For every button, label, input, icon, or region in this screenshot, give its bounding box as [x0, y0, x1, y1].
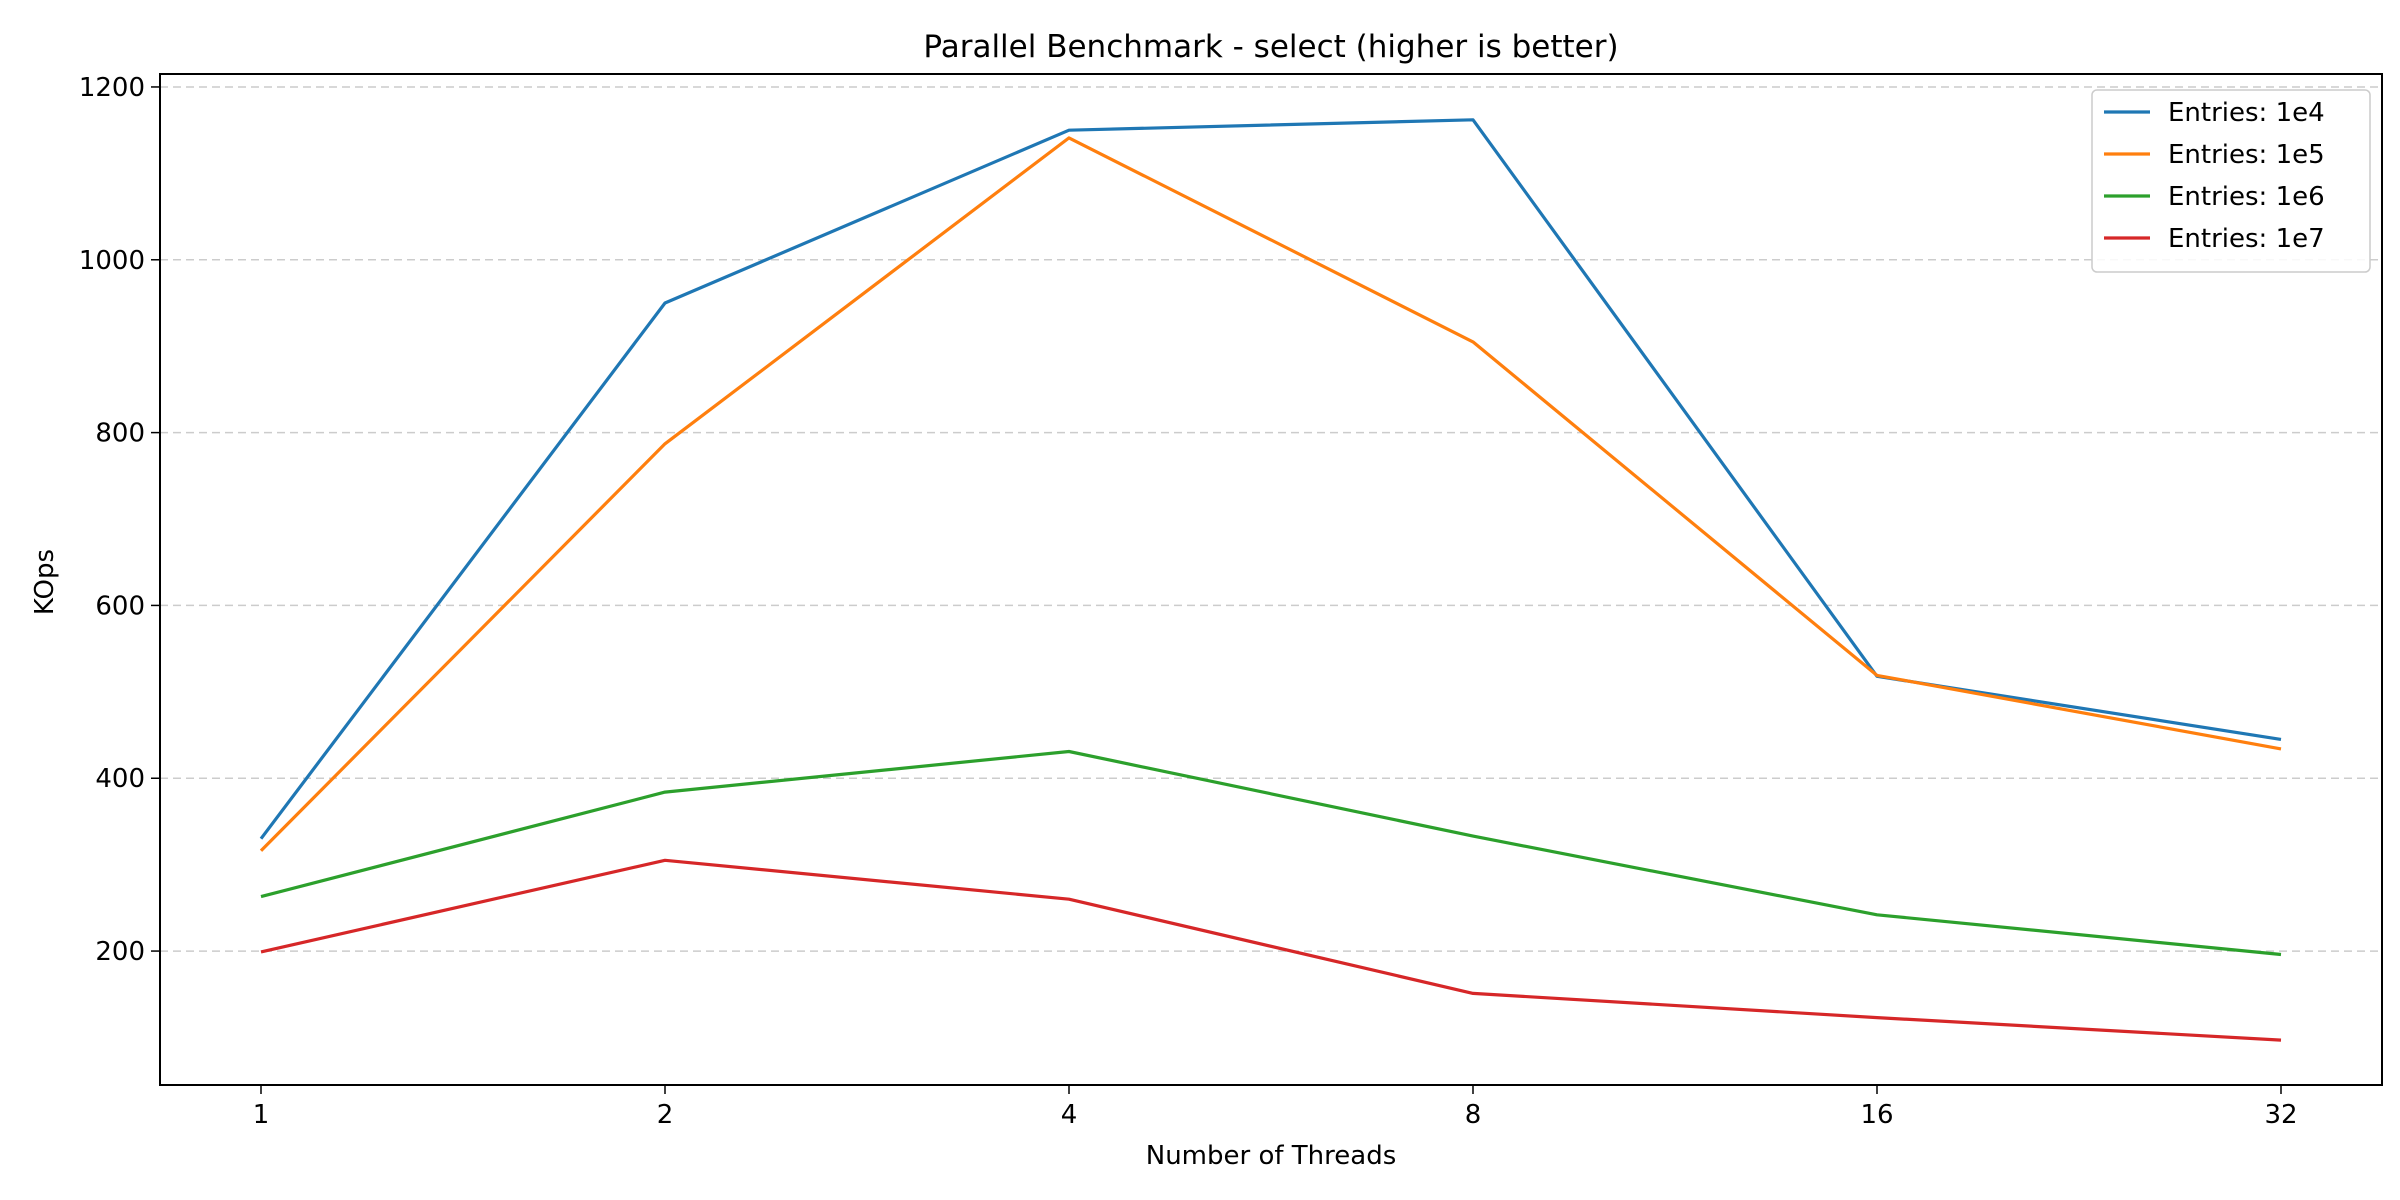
y-tick-label: 1000 — [79, 246, 145, 276]
y-axis: 200 400 600 800 1000 1200 — [79, 73, 160, 967]
legend-label: Entries: 1e4 — [2168, 98, 2325, 128]
y-tick-label: 800 — [95, 419, 145, 449]
x-tick-label: 8 — [1465, 1100, 1482, 1130]
grid-lines — [160, 86, 2382, 952]
x-tick-label: 2 — [657, 1100, 674, 1130]
x-axis: 1 2 4 8 16 32 — [253, 1085, 2298, 1130]
y-tick-label: 200 — [95, 937, 145, 967]
y-axis-label: KOps — [30, 549, 60, 615]
legend-label: Entries: 1e6 — [2168, 182, 2325, 212]
y-tick-label: 400 — [95, 764, 145, 794]
x-tick-label: 4 — [1061, 1100, 1078, 1130]
legend-box — [2091, 89, 2371, 273]
legend: Entries: 1e4 Entries: 1e5 Entries: 1e6 Entr… — [2091, 89, 2371, 273]
plot-frame — [159, 73, 2383, 1086]
series-line — [259, 118, 2282, 840]
legend-label: Entries: 1e5 — [2168, 140, 2325, 170]
y-tick-label: 1200 — [79, 73, 145, 103]
x-axis-label: Number of Threads — [1146, 1141, 1397, 1171]
chart-title: Parallel Benchmark - select (higher is b… — [923, 29, 1618, 65]
x-tick-label: 16 — [1860, 1100, 1893, 1130]
series-line — [259, 136, 2282, 852]
series-line — [260, 858, 2282, 1042]
y-tick-label: 600 — [95, 591, 145, 621]
x-tick-label: 32 — [2264, 1100, 2297, 1130]
x-tick-label: 1 — [253, 1100, 270, 1130]
series-lines — [259, 118, 2282, 1042]
series-line — [260, 749, 2282, 957]
legend-label: Entries: 1e7 — [2168, 224, 2325, 254]
